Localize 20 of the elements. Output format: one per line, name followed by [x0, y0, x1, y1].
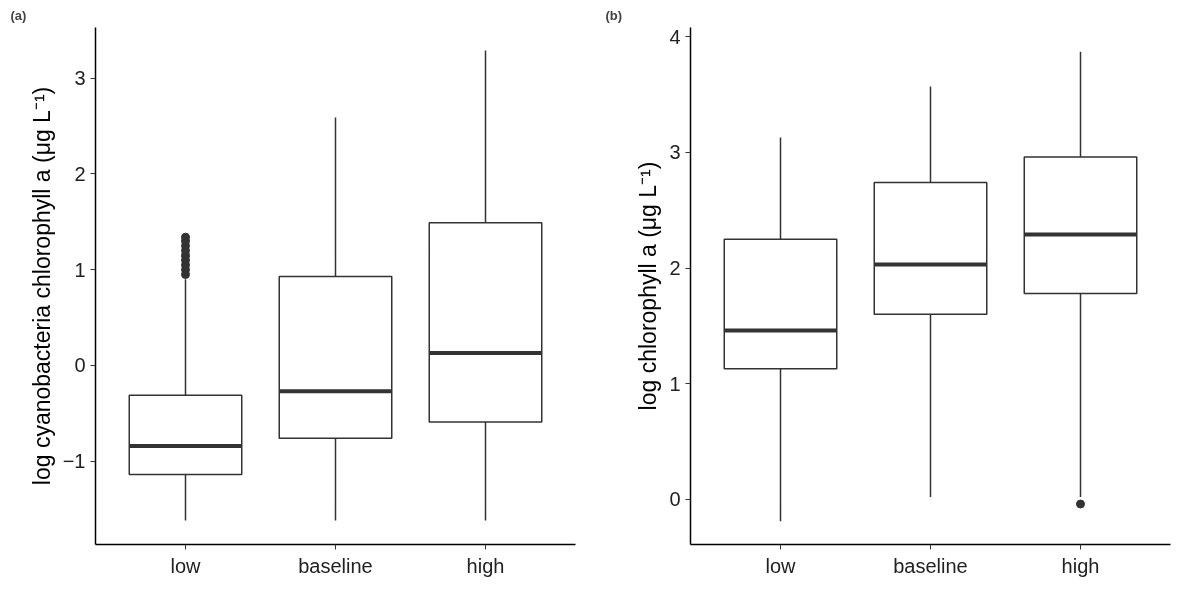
- y-tick-label: 1: [74, 258, 86, 281]
- y-tick-label: 1: [669, 372, 681, 395]
- y-tick-label: 3: [669, 141, 681, 164]
- y-tick-label: 4: [669, 25, 681, 48]
- x-tick-label: baseline: [298, 554, 373, 577]
- x-tick-label: baseline: [893, 554, 968, 577]
- y-tick-label: 2: [74, 162, 86, 185]
- y-tick-label: 0: [74, 354, 86, 377]
- y-axis-title: log chlorophyll a (μg L⁻¹): [635, 161, 662, 411]
- chart-title: (b): [605, 7, 623, 23]
- y-tick-label: 2: [669, 257, 681, 280]
- x-tick-label: low: [765, 554, 797, 577]
- x-tick-label: high: [466, 554, 505, 577]
- chart-title: (a): [10, 7, 27, 23]
- y-tick-label: −1: [62, 450, 86, 473]
- x-tick-label: low: [170, 554, 202, 577]
- y-tick-label: 0: [669, 488, 681, 511]
- x-tick-label: high: [1061, 554, 1100, 577]
- y-tick-label: 3: [74, 67, 86, 90]
- y-axis-title: log cyanobacteria chlorophyll a (μg L⁻¹): [28, 86, 55, 486]
